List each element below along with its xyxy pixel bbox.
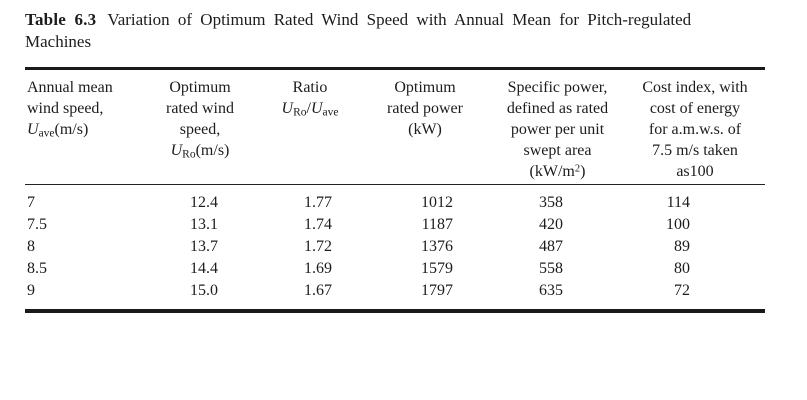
cell-rated-wind-speed: 14.4 xyxy=(190,260,218,277)
cell-ratio: 1.74 xyxy=(304,216,332,233)
table-row: 9 15.0 1.67 1797 635 72 xyxy=(25,280,765,311)
cell-cost-index: 89 xyxy=(674,238,690,255)
cell-annual-mean: 9 xyxy=(27,282,35,299)
cell-ratio: 1.69 xyxy=(304,260,332,277)
cell-annual-mean: 7.5 xyxy=(27,216,47,233)
table-row: 7 12.4 1.77 1012 358 114 xyxy=(25,185,765,215)
cell-annual-mean: 7 xyxy=(27,194,35,211)
column-header-optimum-rated-power: Optimum rated power (kW) xyxy=(360,68,490,185)
cell-specific-power: 635 xyxy=(539,282,563,299)
cell-rated-wind-speed: 15.0 xyxy=(190,282,218,299)
table-caption-text: Variation of Optimum Rated Wind Speed wi… xyxy=(25,10,692,51)
cell-ratio: 1.67 xyxy=(304,282,332,299)
cell-rated-power: 1579 xyxy=(421,260,453,277)
cell-rated-power: 1376 xyxy=(421,238,453,255)
table-header: Annual mean wind speed, Uave(m/s) Optimum r… xyxy=(25,68,765,185)
cell-specific-power: 358 xyxy=(539,194,563,211)
cell-rated-power: 1012 xyxy=(421,194,453,211)
cell-rated-power: 1797 xyxy=(421,282,453,299)
column-header-specific-power: Specific power, defined as rated power per… xyxy=(490,68,625,185)
cell-rated-power: 1187 xyxy=(421,216,453,233)
cell-annual-mean: 8 xyxy=(27,238,35,255)
wind-speed-table: Annual mean wind speed, Uave(m/s) Optimum r… xyxy=(25,67,765,313)
column-header-annual-mean-wind-speed: Annual mean wind speed, Uave(m/s) xyxy=(25,68,140,185)
table-row: 8.5 14.4 1.69 1579 558 80 xyxy=(25,258,765,280)
cell-ratio: 1.77 xyxy=(304,194,332,211)
column-header-cost-index: Cost index, with cost of energy for a.m.w.… xyxy=(625,68,765,185)
table-header-row: Annual mean wind speed, Uave(m/s) Optimum r… xyxy=(25,68,765,185)
cell-cost-index: 80 xyxy=(674,260,690,277)
table-number: Table 6.3 xyxy=(25,10,97,29)
cell-specific-power: 558 xyxy=(539,260,563,277)
cell-annual-mean: 8.5 xyxy=(27,260,47,277)
column-header-optimum-rated-wind-speed: Optimum rated wind speed, URo(m/s) xyxy=(140,68,260,185)
cell-specific-power: 420 xyxy=(539,216,563,233)
cell-specific-power: 487 xyxy=(539,238,563,255)
table-row: 7.5 13.1 1.74 1187 420 100 xyxy=(25,214,765,236)
cell-cost-index: 114 xyxy=(666,194,690,211)
cell-cost-index: 100 xyxy=(666,216,690,233)
cell-rated-wind-speed: 13.1 xyxy=(190,216,218,233)
table-caption: Table 6.3 Variation of Optimum Rated Wind… xyxy=(25,9,773,53)
table-row: 8 13.7 1.72 1376 487 89 xyxy=(25,236,765,258)
cell-ratio: 1.72 xyxy=(304,238,332,255)
cell-rated-wind-speed: 13.7 xyxy=(190,238,218,255)
table-body: 7 12.4 1.77 1012 358 114 7.5 13.1 1.74 1… xyxy=(25,185,765,312)
cell-cost-index: 72 xyxy=(674,282,690,299)
column-header-ratio: Ratio URo/Uave xyxy=(260,68,360,185)
cell-rated-wind-speed: 12.4 xyxy=(190,194,218,211)
